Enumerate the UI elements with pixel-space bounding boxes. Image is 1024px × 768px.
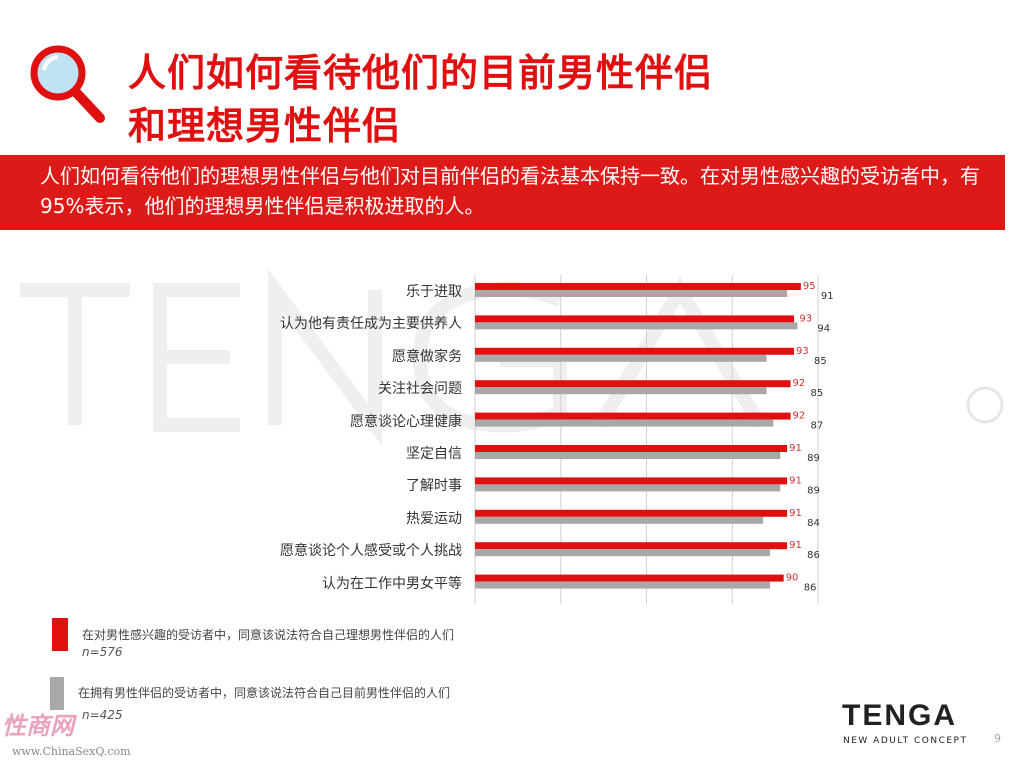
data-label-current: 86 [807,550,820,561]
data-label-ideal: 95 [803,281,816,292]
data-label-ideal: 93 [796,346,809,357]
page-number: 9 [994,732,1001,745]
data-label-ideal: 91 [789,508,802,519]
data-label-current: 89 [807,453,820,464]
bar-ideal [475,315,794,323]
bar-ideal [475,412,791,420]
bar-current [475,516,764,524]
category-label: 坚定自信 [406,446,462,462]
bar-ideal [475,380,791,388]
summary-banner: 人们如何看待他们的理想男性伴侣与他们对目前伴侣的看法基本保持一致。在对男性感兴趣… [0,155,1005,230]
data-label-ideal: 91 [789,443,802,454]
legend-label-ideal: 在对男性感兴趣的受访者中，同意该说法符合自己理想男性伴侣的人们 [82,628,455,642]
data-label-current: 91 [821,291,834,302]
data-label-ideal: 92 [793,378,806,389]
data-label-current: 87 [811,421,824,432]
data-label-ideal: 91 [789,475,802,486]
legend-swatch-ideal [52,618,68,651]
legend-label-current: 在拥有男性伴侣的受访者中，同意该说法符合自己目前男性伴侣的人们 [78,686,451,700]
data-label-ideal: 92 [793,411,806,422]
category-label: 热爱运动 [406,510,462,527]
bar-current [475,452,781,459]
bar-ideal [475,574,784,582]
legend-n-current: n=425 [82,708,123,722]
category-label: 关注社会问题 [378,381,462,398]
bar-current [475,581,770,589]
data-label-current: 85 [811,388,824,399]
legend-n-ideal: n=576 [82,645,123,659]
bar-current [475,549,770,557]
site-watermark-url: www.ChinaSexQ.com [12,745,131,758]
bar-ideal [475,509,788,517]
category-label: 乐于进取 [406,284,462,300]
magnifier-icon [30,45,105,123]
bar-ideal [475,542,788,550]
category-label: 了解时事 [406,478,462,495]
data-label-ideal: 90 [786,573,799,584]
bar-ideal [475,283,801,290]
category-label: 认为在工作中男女平等 [322,575,462,592]
data-label-current: 84 [807,518,820,529]
data-label-ideal: 91 [789,540,802,551]
data-label-current: 94 [817,323,830,334]
data-label-ideal: 93 [799,313,812,324]
bar-current [475,322,798,330]
category-label: 愿意做家务 [392,348,462,365]
category-label: 愿意谈论个人感受或个人挑战 [280,543,462,560]
bar-ideal [475,445,788,452]
tenga-tagline: NEW ADULT CONCEPT [843,736,968,746]
category-label: 愿意谈论心理健康 [350,413,462,430]
data-label-current: 85 [814,356,827,367]
site-watermark-logo: 性商网 [2,712,74,740]
category-label: 认为他有责任成为主要供养人 [280,316,462,333]
bar-ideal [475,347,794,355]
bar-ideal [475,477,788,485]
bar-current [475,387,767,395]
legend-swatch-current [50,677,64,710]
data-label-current: 86 [804,583,817,594]
bar-current [475,354,767,362]
tenga-logo: TENGA [842,699,957,732]
bar-current [475,290,788,297]
bar-current [475,484,781,492]
bar-current [475,419,774,427]
page-title-line2: 和理想男性伴侣 [128,104,402,148]
page-title-line1: 人们如何看待他们的目前男性伴侣 [128,51,714,95]
registered-mark [966,386,1004,424]
data-label-current: 89 [807,485,820,496]
